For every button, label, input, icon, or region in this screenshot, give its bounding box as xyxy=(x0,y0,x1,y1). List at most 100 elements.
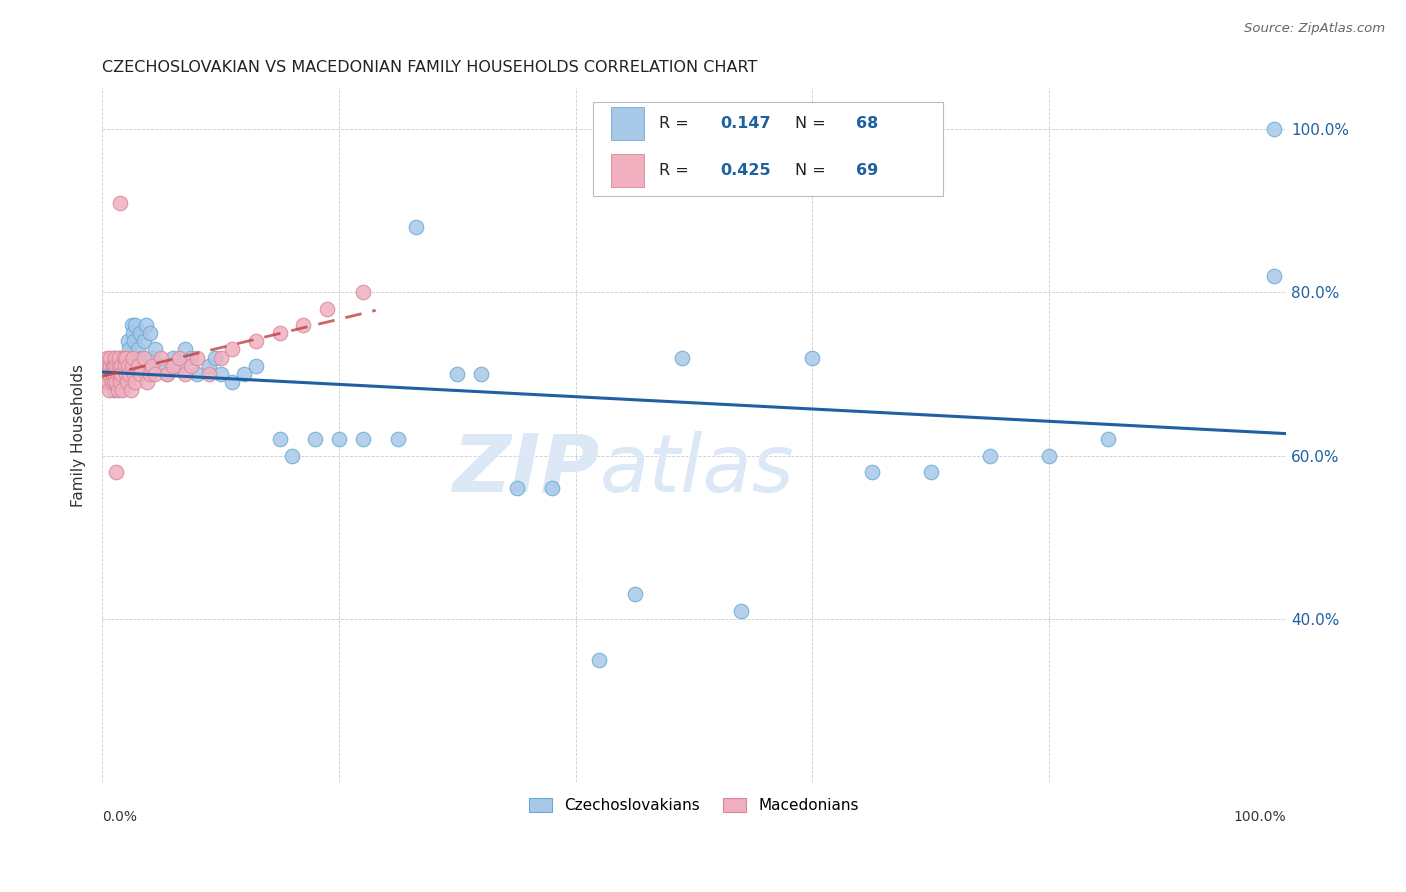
Text: atlas: atlas xyxy=(599,431,794,508)
Point xyxy=(115,367,138,381)
Point xyxy=(186,351,208,365)
Point xyxy=(107,375,129,389)
Point xyxy=(138,326,160,340)
Point xyxy=(100,367,122,381)
FancyBboxPatch shape xyxy=(612,154,644,187)
Point xyxy=(233,367,256,381)
Point xyxy=(121,359,143,373)
Point xyxy=(96,351,118,365)
Point xyxy=(105,465,128,479)
Point xyxy=(115,351,138,365)
Point xyxy=(104,367,127,381)
Point xyxy=(328,432,350,446)
Point xyxy=(96,367,118,381)
Point xyxy=(122,351,145,365)
Point xyxy=(103,359,125,373)
Point xyxy=(111,383,134,397)
Point xyxy=(162,351,184,365)
Point xyxy=(150,351,173,365)
Point xyxy=(101,359,124,373)
Point xyxy=(120,383,142,397)
Point xyxy=(111,359,134,373)
Point xyxy=(505,481,527,495)
Point xyxy=(136,375,159,389)
Point xyxy=(180,359,202,373)
Point xyxy=(108,367,131,381)
Point xyxy=(112,351,135,365)
Point xyxy=(100,359,122,373)
Point xyxy=(103,383,125,397)
Point xyxy=(108,375,131,389)
Point xyxy=(101,359,124,373)
Point xyxy=(93,375,115,389)
Point xyxy=(209,351,232,365)
Point xyxy=(93,359,115,373)
Text: 0.147: 0.147 xyxy=(720,116,770,131)
Point xyxy=(98,367,121,381)
Point xyxy=(118,367,141,381)
Point xyxy=(107,367,129,381)
Point xyxy=(197,367,219,381)
Point xyxy=(174,343,197,357)
Point xyxy=(94,367,117,381)
Text: N =: N = xyxy=(794,163,831,178)
Point xyxy=(1038,449,1060,463)
Point xyxy=(104,351,127,365)
Point xyxy=(920,465,942,479)
Text: 0.0%: 0.0% xyxy=(103,810,138,823)
Point xyxy=(352,285,374,300)
Point xyxy=(624,587,647,601)
Text: 100.0%: 100.0% xyxy=(1233,810,1286,823)
Point xyxy=(121,318,143,332)
Point xyxy=(221,375,243,389)
Y-axis label: Family Households: Family Households xyxy=(72,364,86,507)
Point xyxy=(98,383,121,397)
Point xyxy=(129,326,152,340)
Point xyxy=(245,334,267,349)
Point xyxy=(122,334,145,349)
Point xyxy=(132,334,155,349)
Point xyxy=(138,367,160,381)
Point xyxy=(103,375,125,389)
Point xyxy=(114,359,136,373)
Point xyxy=(93,367,115,381)
Point xyxy=(97,359,120,373)
Point xyxy=(197,359,219,373)
Point xyxy=(470,367,492,381)
Point xyxy=(110,367,132,381)
Point xyxy=(979,449,1001,463)
Point xyxy=(446,367,468,381)
Point xyxy=(117,359,139,373)
Point xyxy=(129,367,152,381)
Point xyxy=(145,367,167,381)
Point xyxy=(110,359,132,373)
Point xyxy=(112,375,135,389)
Point xyxy=(245,359,267,373)
Point xyxy=(107,383,129,397)
Point xyxy=(105,359,128,373)
Point xyxy=(124,375,146,389)
Point xyxy=(103,351,125,365)
Point xyxy=(209,367,232,381)
Point xyxy=(292,318,315,332)
Point xyxy=(186,367,208,381)
Text: 68: 68 xyxy=(856,116,879,131)
Point xyxy=(204,351,226,365)
Point xyxy=(135,318,157,332)
Point xyxy=(94,359,117,373)
Text: N =: N = xyxy=(794,116,831,131)
Point xyxy=(141,359,163,373)
Point xyxy=(97,375,120,389)
Point xyxy=(156,367,179,381)
Point xyxy=(107,351,129,365)
Point xyxy=(588,652,610,666)
Point xyxy=(801,351,824,365)
Point xyxy=(110,367,132,381)
Point xyxy=(129,351,152,365)
Point xyxy=(101,367,124,381)
Point xyxy=(105,359,128,373)
Point xyxy=(115,375,138,389)
Point xyxy=(860,465,883,479)
Point xyxy=(150,359,173,373)
Text: R =: R = xyxy=(658,163,693,178)
